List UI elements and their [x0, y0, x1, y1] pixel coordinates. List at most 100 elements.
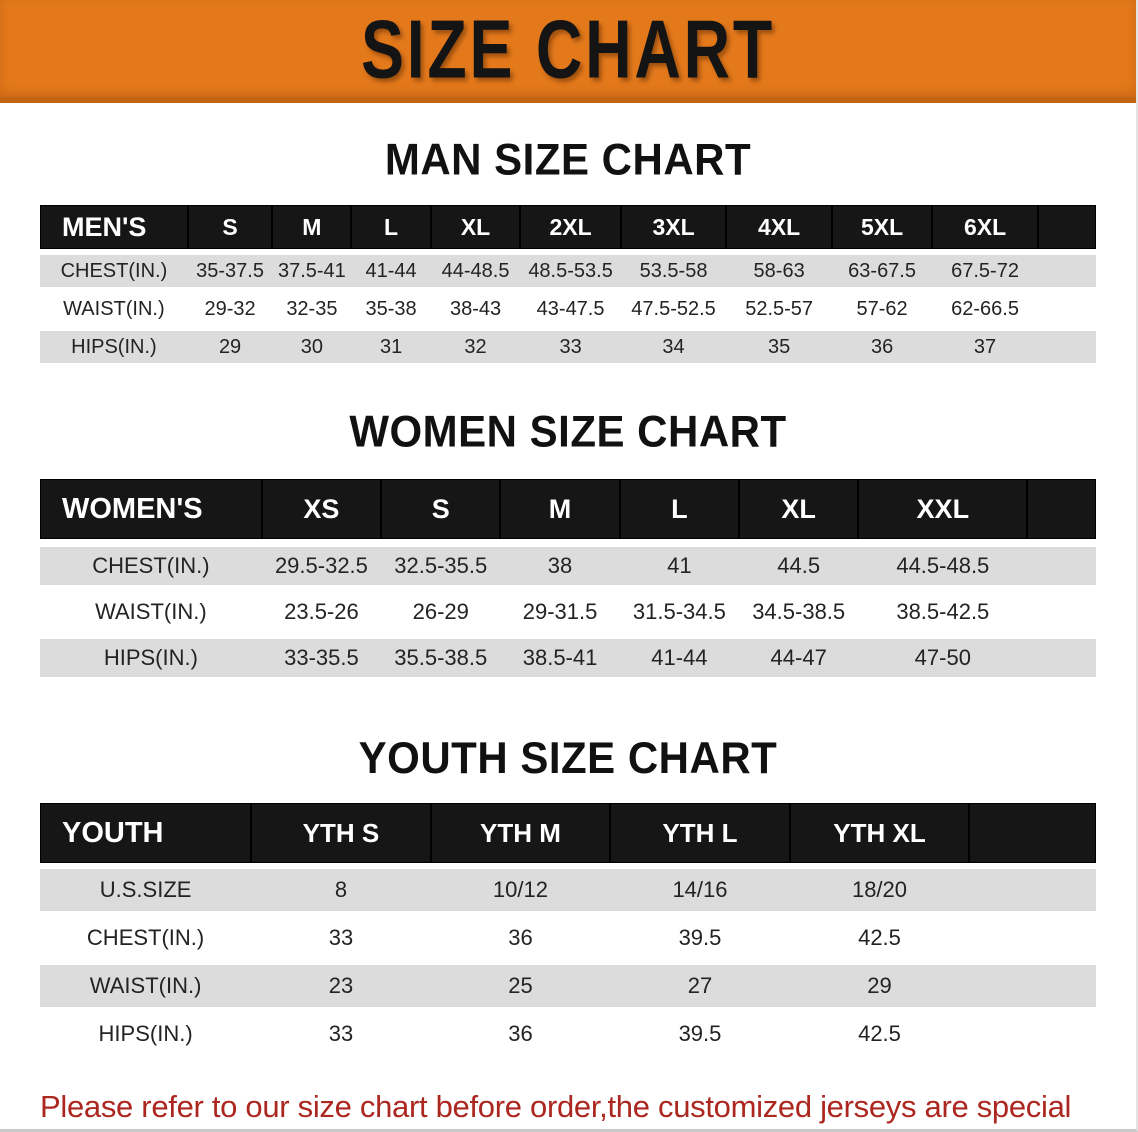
row-label: WAIST(IN.): [40, 965, 252, 1007]
women-section-title: WOMEN SIZE CHART: [349, 406, 787, 457]
youth-table-wrap: YOUTH YTH S YTH M YTH L YTH XL U.S.SIZE 8 10/12…: [40, 797, 1096, 1061]
measurement-value: 35-38: [351, 293, 431, 325]
man-size-section: MAN SIZE CHART MEN'S S M L XL 2XL 3XL 4XL 5XL 6XL…: [0, 103, 1136, 369]
measurement-value: 38-43: [430, 293, 521, 325]
table-corner-label: MEN'S: [40, 205, 188, 249]
measurement-value: 67.5-72: [932, 255, 1038, 287]
women-size-section: WOMEN SIZE CHART WOMEN'S XS S M L XL XXL CHEST(…: [0, 369, 1136, 685]
table-row: HIPS(IN.) 29 30 31 32 33 34 35 36 37: [40, 331, 1096, 363]
women-table-wrap: WOMEN'S XS S M L XL XXL CHEST(IN.) 29.5-32.5 32.5…: [40, 471, 1096, 685]
measurement-value: 41-44: [351, 255, 431, 287]
measurement-value: 38.5-42.5: [858, 593, 1028, 631]
measurement-value: 23.5-26: [261, 593, 382, 631]
youth-size-section: YOUTH SIZE CHART YOUTH YTH S YTH M YTH L YTH…: [0, 685, 1136, 1061]
table-row: WAIST(IN.) 23.5-26 26-29 29-31.5 31.5-34.5 34…: [40, 593, 1096, 631]
size-column-header: YTH S: [251, 803, 431, 863]
measurement-value: 30: [272, 331, 352, 363]
size-column-header: L: [619, 479, 740, 539]
row-label: CHEST(IN.): [40, 547, 262, 585]
measurement-value: 48.5-53.5: [520, 255, 621, 287]
measurement-value: 32-35: [272, 293, 352, 325]
disclaimer-line-1: Please refer to our size chart before or…: [40, 1089, 1072, 1124]
measurement-value: 37: [932, 331, 1038, 363]
measurement-value: 29-31.5: [500, 593, 620, 631]
women-size-table: WOMEN'S XS S M L XL XXL CHEST(IN.) 29.5-32.5 32.5…: [40, 471, 1096, 685]
measurement-value: 29.5-32.5: [261, 547, 382, 585]
measurement-value: 34: [620, 331, 727, 363]
row-label: CHEST(IN.): [40, 255, 188, 287]
table-header-row: MEN'S S M L XL 2XL 3XL 4XL 5XL 6XL: [40, 205, 1096, 249]
measurement-value: 34.5-38.5: [739, 593, 859, 631]
banner: SIZE CHART: [0, 0, 1136, 103]
youth-size-table: YOUTH YTH S YTH M YTH L YTH XL U.S.SIZE 8 10/12…: [40, 797, 1096, 1061]
size-column-header: 3XL: [620, 205, 727, 249]
measurement-value: 33-35.5: [261, 639, 382, 677]
measurement-value: 62-66.5: [932, 293, 1038, 325]
size-column-header: XXL: [858, 479, 1028, 539]
row-label: HIPS(IN.): [40, 639, 262, 677]
measurement-value: 26-29: [381, 593, 501, 631]
row-label: WAIST(IN.): [40, 593, 262, 631]
measurement-value: 27: [610, 965, 790, 1007]
header-filler-cell: [1037, 205, 1096, 249]
man-size-table: MEN'S S M L XL 2XL 3XL 4XL 5XL 6XL CHEST(IN.) 35-37…: [40, 199, 1096, 369]
measurement-value: 41: [619, 547, 740, 585]
table-row: CHEST(IN.) 35-37.5 37.5-41 41-44 44-48.5 48.5…: [40, 255, 1096, 287]
measurement-value: 44-48.5: [430, 255, 521, 287]
measurement-value: 33: [251, 917, 431, 959]
table-corner-label: WOMEN'S: [40, 479, 262, 539]
man-section-title: MAN SIZE CHART: [384, 134, 752, 184]
table-row: WAIST(IN.) 29-32 32-35 35-38 38-43 43-47.5 47.…: [40, 293, 1096, 325]
size-column-header: 4XL: [726, 205, 832, 249]
size-column-header: 5XL: [831, 205, 933, 249]
measurement-value: 57-62: [831, 293, 933, 325]
measurement-value: 35.5-38.5: [381, 639, 501, 677]
measurement-value: 18/20: [789, 869, 970, 911]
row-filler-cell: [1027, 639, 1096, 677]
row-filler-cell: [969, 917, 1096, 959]
measurement-value: 47-50: [858, 639, 1028, 677]
size-column-header: XL: [430, 205, 521, 249]
header-filler-cell: [1027, 479, 1096, 539]
measurement-value: 25: [430, 965, 611, 1007]
measurement-value: 36: [430, 917, 611, 959]
row-filler-cell: [969, 869, 1096, 911]
measurement-value: 63-67.5: [831, 255, 933, 287]
row-filler-cell: [1037, 331, 1096, 363]
row-label: HIPS(IN.): [40, 1013, 252, 1055]
disclaimer-note: Please refer to our size chart before or…: [40, 1083, 1106, 1129]
measurement-value: 35: [726, 331, 832, 363]
table-row: CHEST(IN.) 29.5-32.5 32.5-35.5 38 41 44.5 44.5…: [40, 547, 1096, 585]
measurement-value: 35-37.5: [187, 255, 273, 287]
measurement-value: 44-47: [739, 639, 859, 677]
row-filler-cell: [1027, 547, 1096, 585]
table-row: HIPS(IN.) 33 36 39.5 42.5: [40, 1013, 1096, 1055]
measurement-value: 23: [251, 965, 431, 1007]
row-filler-cell: [1037, 293, 1096, 325]
size-column-header: M: [500, 479, 620, 539]
measurement-value: 42.5: [789, 917, 970, 959]
measurement-value: 36: [831, 331, 933, 363]
measurement-value: 52.5-57: [726, 293, 832, 325]
measurement-value: 39.5: [610, 1013, 790, 1055]
measurement-value: 10/12: [430, 869, 611, 911]
size-column-header: S: [187, 205, 273, 249]
measurement-value: 53.5-58: [620, 255, 727, 287]
measurement-value: 14/16: [610, 869, 790, 911]
row-label: WAIST(IN.): [40, 293, 188, 325]
size-column-header: S: [381, 479, 501, 539]
table-corner-label: YOUTH: [40, 803, 252, 863]
size-column-header: M: [272, 205, 352, 249]
size-column-header: 2XL: [520, 205, 621, 249]
measurement-value: 8: [251, 869, 431, 911]
table-row: WAIST(IN.) 23 25 27 29: [40, 965, 1096, 1007]
banner-title: SIZE CHART: [361, 2, 775, 95]
measurement-value: 41-44: [619, 639, 740, 677]
size-column-header: 6XL: [932, 205, 1038, 249]
size-column-header: YTH M: [430, 803, 611, 863]
measurement-value: 32: [430, 331, 521, 363]
measurement-value: 29: [187, 331, 273, 363]
row-label: CHEST(IN.): [40, 917, 252, 959]
measurement-value: 42.5: [789, 1013, 970, 1055]
